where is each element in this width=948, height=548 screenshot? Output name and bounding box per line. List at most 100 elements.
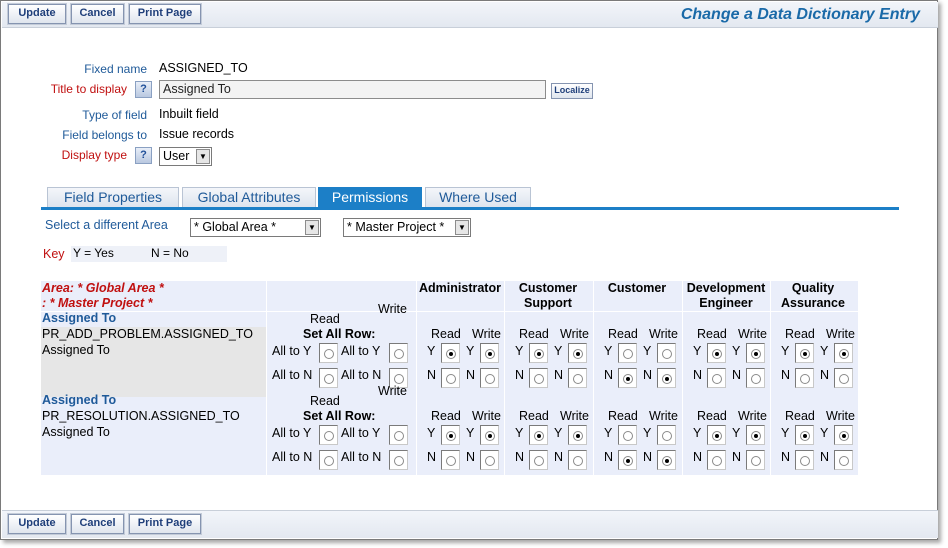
help-icon[interactable]: ?	[135, 147, 152, 164]
radio-circle	[446, 374, 456, 384]
radio-circle	[534, 374, 544, 384]
read-yes-radio[interactable]	[795, 425, 814, 445]
read-no-radio[interactable]	[795, 450, 814, 470]
read-yes-radio[interactable]	[707, 425, 726, 445]
n-label: N	[466, 450, 476, 464]
radio-circle	[446, 349, 456, 359]
all-to-y-read-radio[interactable]	[319, 343, 338, 363]
read-yes-radio[interactable]	[441, 425, 460, 445]
write-yes-radio[interactable]	[480, 343, 499, 363]
write-no-radio[interactable]	[834, 450, 853, 470]
radio-circle	[800, 456, 810, 466]
grid-divider	[504, 281, 505, 475]
write-no-radio[interactable]	[834, 368, 853, 388]
n-label: N	[693, 450, 703, 464]
write-no-radio[interactable]	[568, 368, 587, 388]
cancel-button[interactable]: Cancel	[70, 3, 125, 25]
read-no-radio[interactable]	[618, 368, 637, 388]
all-to-n-write-radio[interactable]	[389, 450, 408, 470]
title-input[interactable]: Assigned To	[159, 80, 546, 99]
read-no-radio[interactable]	[529, 368, 548, 388]
n-label: N	[515, 368, 525, 382]
area-select[interactable]: * Global Area * ▼	[190, 218, 321, 237]
tab-permissions[interactable]: Permissions	[318, 187, 422, 207]
update-button[interactable]: Update	[7, 3, 67, 25]
read-no-radio[interactable]	[707, 368, 726, 388]
tab-field-properties[interactable]: Field Properties	[47, 187, 179, 207]
read-no-radio[interactable]	[441, 450, 460, 470]
write-yes-radio[interactable]	[746, 343, 765, 363]
read-no-radio[interactable]	[529, 450, 548, 470]
radio-circle	[324, 431, 334, 441]
write-yes-radio[interactable]	[834, 425, 853, 445]
y-label: Y	[466, 344, 475, 358]
radio-circle	[800, 431, 810, 441]
n-label: N	[693, 368, 703, 382]
role-header: Customer	[589, 281, 685, 296]
project-select[interactable]: * Master Project * ▼	[343, 218, 471, 237]
role-name: Development	[686, 281, 766, 295]
all-to-n-read-radio[interactable]	[319, 450, 338, 470]
project-select-value: * Master Project *	[347, 220, 445, 234]
write-yes-radio[interactable]	[568, 343, 587, 363]
write-yes-radio[interactable]	[568, 425, 587, 445]
all-to-n-read-radio[interactable]	[319, 368, 338, 388]
n-label: N	[781, 450, 791, 464]
select-area-label: Select a different Area	[45, 218, 168, 232]
tab-global-attributes[interactable]: Global Attributes	[182, 187, 316, 207]
write-no-radio[interactable]	[480, 450, 499, 470]
all-to-y-write-radio[interactable]	[389, 343, 408, 363]
radio-circle	[712, 349, 722, 359]
print-page-button[interactable]: Print Page	[128, 3, 202, 25]
write-yes-radio[interactable]	[746, 425, 765, 445]
all-to-y-write-radio[interactable]	[389, 425, 408, 445]
write-no-radio[interactable]	[657, 450, 676, 470]
radio-circle	[839, 456, 849, 466]
read-header: Read	[431, 327, 461, 341]
radio-circle	[623, 431, 633, 441]
write-no-radio[interactable]	[746, 368, 765, 388]
write-no-radio[interactable]	[746, 450, 765, 470]
tab-where-used[interactable]: Where Used	[425, 187, 531, 207]
write-yes-radio[interactable]	[657, 425, 676, 445]
read-no-radio[interactable]	[618, 450, 637, 470]
update-button[interactable]: Update	[7, 513, 67, 535]
cancel-button[interactable]: Cancel	[70, 513, 125, 535]
write-yes-radio[interactable]	[480, 425, 499, 445]
write-no-radio[interactable]	[480, 368, 499, 388]
display-type-select[interactable]: User ▼	[159, 147, 212, 166]
read-yes-radio[interactable]	[529, 425, 548, 445]
localize-button[interactable]: Localize	[551, 83, 593, 99]
role-name: Customer	[518, 281, 578, 295]
print-page-button[interactable]: Print Page	[128, 513, 202, 535]
write-yes-radio[interactable]	[834, 343, 853, 363]
read-no-radio[interactable]	[441, 368, 460, 388]
grid-divider	[266, 281, 267, 475]
all-to-y-read-radio[interactable]	[319, 425, 338, 445]
key-no: N = No	[151, 246, 189, 260]
read-no-radio[interactable]	[795, 368, 814, 388]
write-header: Write	[560, 409, 589, 423]
key-label: Key	[43, 247, 65, 261]
y-label: Y	[781, 426, 790, 440]
field-label: Assigned To	[42, 343, 110, 357]
read-yes-radio[interactable]	[795, 343, 814, 363]
write-header: Write	[826, 409, 855, 423]
write-yes-radio[interactable]	[657, 343, 676, 363]
read-no-radio[interactable]	[707, 450, 726, 470]
read-yes-radio[interactable]	[618, 343, 637, 363]
radio-circle	[534, 456, 544, 466]
y-label: Y	[732, 426, 741, 440]
read-yes-radio[interactable]	[618, 425, 637, 445]
read-yes-radio[interactable]	[529, 343, 548, 363]
all-to-n-label: All to N	[272, 450, 313, 464]
write-no-radio[interactable]	[568, 450, 587, 470]
all-to-n-write-radio[interactable]	[389, 368, 408, 388]
write-no-radio[interactable]	[657, 368, 676, 388]
role-name-2: Support	[524, 296, 572, 310]
radio-circle	[534, 431, 544, 441]
help-icon[interactable]: ?	[135, 81, 152, 98]
read-yes-radio[interactable]	[707, 343, 726, 363]
row-highlight	[41, 327, 266, 397]
read-yes-radio[interactable]	[441, 343, 460, 363]
